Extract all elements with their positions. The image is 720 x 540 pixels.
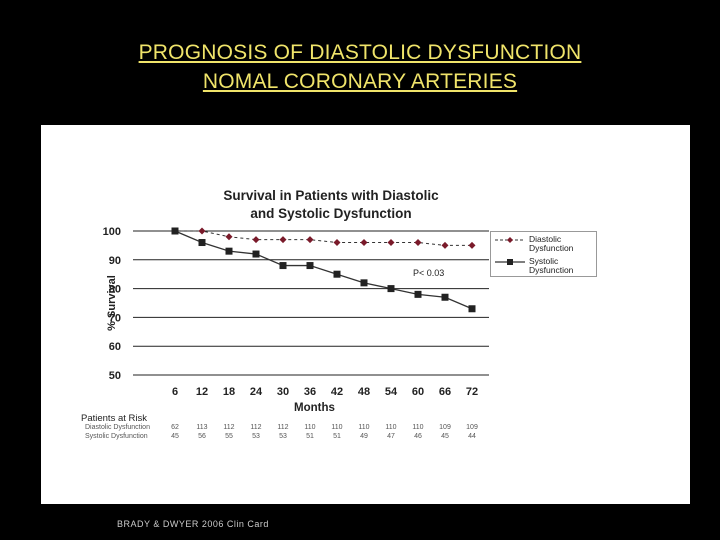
- series-line-diastolic: [175, 230, 472, 246]
- slide-title-line1: PROGNOSIS OF DIASTOLIC DYSFUNCTION: [138, 41, 582, 64]
- risk-value: 56: [198, 433, 206, 440]
- risk-value: 51: [333, 433, 341, 440]
- data-point-diastolic: [225, 233, 233, 241]
- y-tick-label: 90: [109, 255, 121, 267]
- data-point-systolic: [333, 270, 341, 278]
- risk-value: 113: [196, 424, 208, 431]
- data-point-diastolic: [198, 227, 206, 235]
- risk-value: 53: [252, 433, 260, 440]
- risk-value: 109: [466, 424, 478, 431]
- data-point-systolic: [360, 279, 368, 287]
- risk-value: 112: [277, 424, 289, 431]
- data-point-diastolic: [441, 241, 449, 249]
- x-tick-label: 60: [412, 386, 424, 398]
- risk-value: 55: [225, 433, 233, 440]
- y-tick-label: 80: [109, 284, 121, 296]
- risk-value: 45: [441, 433, 449, 440]
- data-point-diastolic: [306, 236, 314, 244]
- p-value-annotation: P< 0.03: [413, 268, 445, 278]
- credit-text: BRADY & DWYER 2006 Clin Card: [117, 519, 269, 529]
- x-tick-label: 30: [277, 386, 289, 398]
- chart-title-line2: and Systolic Dysfunction: [250, 206, 412, 221]
- legend: Diastolic Dysfunction Systolic Dysfuncti…: [490, 231, 597, 277]
- legend-item-systolic: Systolic Dysfunction: [529, 256, 574, 275]
- data-point-diastolic: [333, 239, 341, 247]
- y-tick-label: 70: [109, 312, 121, 324]
- risk-row-systolic-label: Systolic Dysfunction: [85, 433, 148, 440]
- chart-plot: 100 90 80 70 60 50 6 12 18 24 30 36 42 48 54 60 66 72 % S…: [103, 226, 489, 398]
- x-tick-label: 12: [196, 386, 208, 398]
- data-point-diastolic: [387, 239, 395, 247]
- data-point-diastolic: [468, 241, 476, 249]
- y-tick-label: 100: [103, 226, 121, 238]
- slide-title-line2: NOMAL CORONARY ARTERIES: [202, 70, 518, 93]
- legend-diamond-marker: [507, 237, 513, 243]
- risk-value: 51: [306, 433, 314, 440]
- data-point-systolic: [171, 227, 179, 235]
- risk-value: 47: [387, 433, 395, 440]
- risk-value: 44: [468, 433, 476, 440]
- legend-item-diastolic: Diastolic Dysfunction: [529, 234, 574, 253]
- risk-value: 53: [279, 433, 287, 440]
- legend-square-marker: [507, 259, 513, 265]
- risk-value: 110: [304, 424, 316, 431]
- x-tick-label: 48: [358, 386, 370, 398]
- x-tick-label: 66: [439, 386, 451, 398]
- risk-table-header: Patients at Risk: [81, 413, 147, 424]
- x-tick-label: 54: [385, 386, 398, 398]
- risk-value: 110: [331, 424, 343, 431]
- x-tick-label: 42: [331, 386, 343, 398]
- risk-value: 110: [358, 424, 370, 431]
- data-point-systolic: [252, 250, 260, 258]
- risk-value: 110: [385, 424, 397, 431]
- data-point-diastolic: [279, 236, 287, 244]
- x-tick-label: 6: [172, 386, 178, 398]
- data-point-diastolic: [252, 236, 260, 244]
- x-tick-label: 18: [223, 386, 235, 398]
- risk-value: 49: [360, 433, 368, 440]
- data-point-systolic: [414, 290, 422, 298]
- x-axis-label: Months: [294, 402, 335, 414]
- y-axis-label: % Survival: [106, 275, 118, 331]
- data-point-systolic: [441, 293, 449, 301]
- data-point-systolic: [279, 262, 287, 270]
- x-tick-label: 36: [304, 386, 316, 398]
- risk-value: 112: [223, 424, 235, 431]
- y-tick-label: 60: [109, 341, 121, 353]
- data-point-diastolic: [360, 239, 368, 247]
- x-tick-label: 72: [466, 386, 478, 398]
- risk-value: 46: [414, 433, 422, 440]
- risk-value: 112: [250, 424, 262, 431]
- x-tick-label: 24: [250, 386, 263, 398]
- risk-value: 109: [439, 424, 451, 431]
- risk-value: 62: [171, 424, 179, 431]
- y-tick-label: 50: [109, 370, 121, 382]
- risk-row-diastolic-label: Diastolic Dysfunction: [85, 424, 150, 431]
- series-line-systolic: [174, 230, 473, 310]
- data-point-systolic: [198, 239, 206, 247]
- risk-value: 45: [171, 433, 179, 440]
- data-point-systolic: [225, 247, 233, 255]
- data-point-systolic: [468, 305, 476, 313]
- data-point-systolic: [387, 285, 395, 293]
- chart-title-line1: Survival in Patients with Diastolic: [223, 188, 439, 203]
- chart-panel: Survival in Patients with Diastolic and …: [41, 125, 690, 504]
- data-point-systolic: [306, 262, 314, 270]
- risk-value: 110: [412, 424, 424, 431]
- data-point-diastolic: [414, 239, 422, 247]
